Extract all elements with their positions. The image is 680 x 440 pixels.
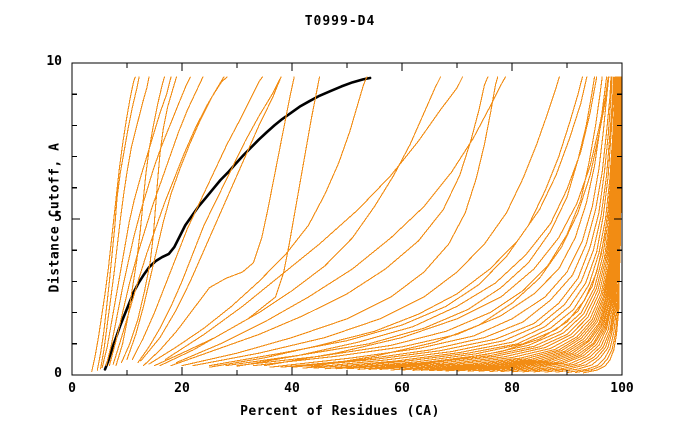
series-line [533,76,622,373]
series-line [175,76,506,364]
series-line [100,76,150,370]
x-tick-label: 0 [68,381,76,396]
series-group [91,76,622,374]
series-line [302,76,615,369]
series-line [307,76,610,368]
x-tick-label: 60 [394,381,410,396]
series-line [115,76,165,367]
x-tick-label: 100 [610,381,634,396]
x-tick-label: 80 [504,381,520,396]
series-line [96,76,140,371]
series-line [280,76,612,368]
series-line [236,76,598,367]
series-line [153,76,321,367]
y-tick-label: 5 [54,210,62,225]
series-line [108,76,204,367]
series-line [263,76,609,367]
series-line [313,76,616,369]
series-line [401,76,620,371]
series-line [148,76,368,365]
series-line [379,76,619,370]
series-line [208,76,588,368]
series-line [379,76,619,370]
series-line [131,76,263,360]
series-line [291,76,613,368]
series-line [137,76,282,364]
series-line [225,76,596,367]
series-line [181,76,499,367]
series-line [140,76,282,362]
tick-group [71,62,623,376]
series-line [120,76,178,364]
series-line [142,76,295,367]
series-line [574,76,622,374]
series-line [112,76,225,365]
x-tick-label: 40 [284,381,300,396]
series-line [192,76,560,367]
series-line [101,76,172,368]
page-title: T0999-D4 [304,14,376,29]
series-line [170,76,489,367]
series-line [324,76,616,370]
x-axis-label: Percent of Residues (CA) [240,404,440,419]
series-line [91,76,136,372]
y-tick-label: 10 [46,54,62,69]
series-line [555,76,622,373]
series-line [208,76,583,367]
series-line [269,76,610,368]
x-tick-label: 20 [174,381,190,396]
series-line [126,76,228,360]
y-tick-label: 0 [54,366,62,381]
series-line [164,76,464,360]
